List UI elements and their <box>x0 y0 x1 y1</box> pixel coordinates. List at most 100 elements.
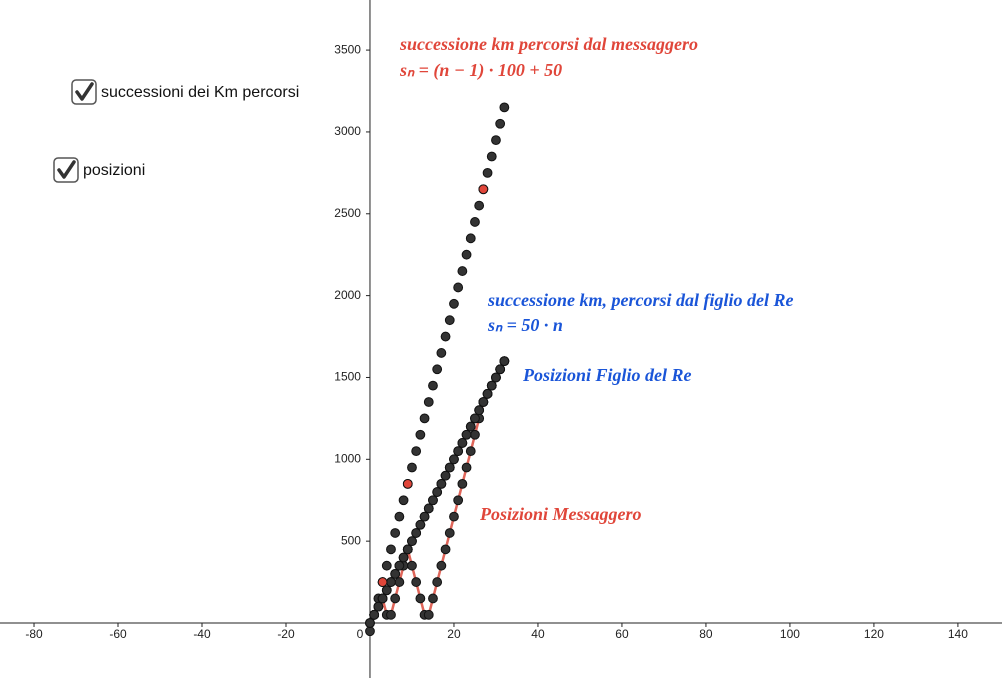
point <box>423 609 434 620</box>
x-tick-label: 20 <box>447 627 461 641</box>
point <box>423 503 434 514</box>
point <box>453 495 464 506</box>
y-tick-label: 1500 <box>334 370 361 384</box>
point <box>423 397 434 407</box>
point <box>470 413 480 424</box>
y-tick-label: 3000 <box>334 124 361 138</box>
point <box>444 315 455 326</box>
point <box>419 413 430 424</box>
x-tick-label: 80 <box>699 627 713 641</box>
point <box>432 364 443 375</box>
point <box>398 495 409 506</box>
point <box>407 560 417 571</box>
point <box>407 462 417 473</box>
point <box>491 372 501 383</box>
series-label: Posizioni Messaggero <box>479 504 642 524</box>
point <box>432 487 443 497</box>
y-tick-label: 500 <box>341 533 361 547</box>
point <box>377 577 388 587</box>
point <box>390 593 401 604</box>
point <box>444 462 455 473</box>
point <box>474 405 485 416</box>
point <box>449 511 459 522</box>
point <box>402 544 413 555</box>
point <box>377 593 388 604</box>
point <box>449 298 459 309</box>
point <box>499 102 510 113</box>
point <box>394 511 405 522</box>
point <box>402 478 413 489</box>
formula: sₙ = (n − 1) · 100 + 50 <box>399 60 562 81</box>
point <box>482 167 493 178</box>
point <box>411 446 422 457</box>
point <box>428 495 438 506</box>
x-tick-label: 60 <box>615 627 629 641</box>
point <box>373 601 384 612</box>
point <box>398 552 409 563</box>
point <box>470 217 480 227</box>
x-tick-label: 100 <box>780 627 800 641</box>
point <box>440 544 451 555</box>
point <box>461 429 472 440</box>
point <box>415 429 426 440</box>
series-label: successione km percorsi dal messaggero <box>399 34 698 54</box>
point <box>461 249 472 260</box>
y-tick-label: 3500 <box>334 42 361 56</box>
checkbox-label[interactable]: posizioni <box>83 162 145 179</box>
point <box>407 536 417 547</box>
point <box>457 478 468 489</box>
point <box>419 511 430 522</box>
point <box>453 282 464 293</box>
x-tick-label: -80 <box>25 627 43 641</box>
formula: sₙ = 50 · n <box>487 315 563 335</box>
point <box>394 577 405 587</box>
x-tick-label: 40 <box>531 627 545 641</box>
point <box>491 135 501 146</box>
point <box>390 568 401 579</box>
point <box>495 118 506 129</box>
series-label: successione km, percorsi dal figlio del … <box>487 290 793 310</box>
point <box>436 560 447 571</box>
point <box>432 577 443 587</box>
x-tick-label: -20 <box>277 627 295 641</box>
point <box>428 380 438 391</box>
checkmark <box>57 160 76 179</box>
checkmark <box>75 82 94 101</box>
point <box>474 200 485 211</box>
x-tick-label: 0 <box>357 627 364 641</box>
series-label: Posizioni Figlio del Re <box>522 365 692 385</box>
point <box>457 266 468 276</box>
point <box>440 470 451 481</box>
checkbox-label[interactable]: successioni dei Km percorsi <box>101 84 299 101</box>
point <box>394 560 405 571</box>
x-tick-label: 120 <box>864 627 884 641</box>
point <box>386 609 396 620</box>
point <box>428 593 438 604</box>
point <box>390 528 401 538</box>
point <box>436 478 447 489</box>
point <box>470 429 480 440</box>
point <box>465 421 476 432</box>
point <box>478 184 489 195</box>
point <box>461 462 472 473</box>
y-tick-label: 2500 <box>334 206 361 220</box>
point <box>436 348 447 358</box>
point <box>381 585 392 596</box>
point <box>478 397 489 407</box>
point <box>415 593 426 604</box>
point <box>499 356 510 366</box>
point <box>495 364 506 375</box>
x-tick-label: -40 <box>193 627 211 641</box>
point <box>386 544 396 555</box>
y-tick-label: 1000 <box>334 451 361 465</box>
y-tick-label: 2000 <box>334 288 361 302</box>
point <box>386 577 396 587</box>
point <box>482 388 493 399</box>
point <box>415 519 426 530</box>
point <box>449 454 459 465</box>
x-tick-label: 140 <box>948 627 968 641</box>
point <box>465 446 476 457</box>
point <box>486 380 497 391</box>
point <box>365 618 375 628</box>
point <box>486 151 497 162</box>
